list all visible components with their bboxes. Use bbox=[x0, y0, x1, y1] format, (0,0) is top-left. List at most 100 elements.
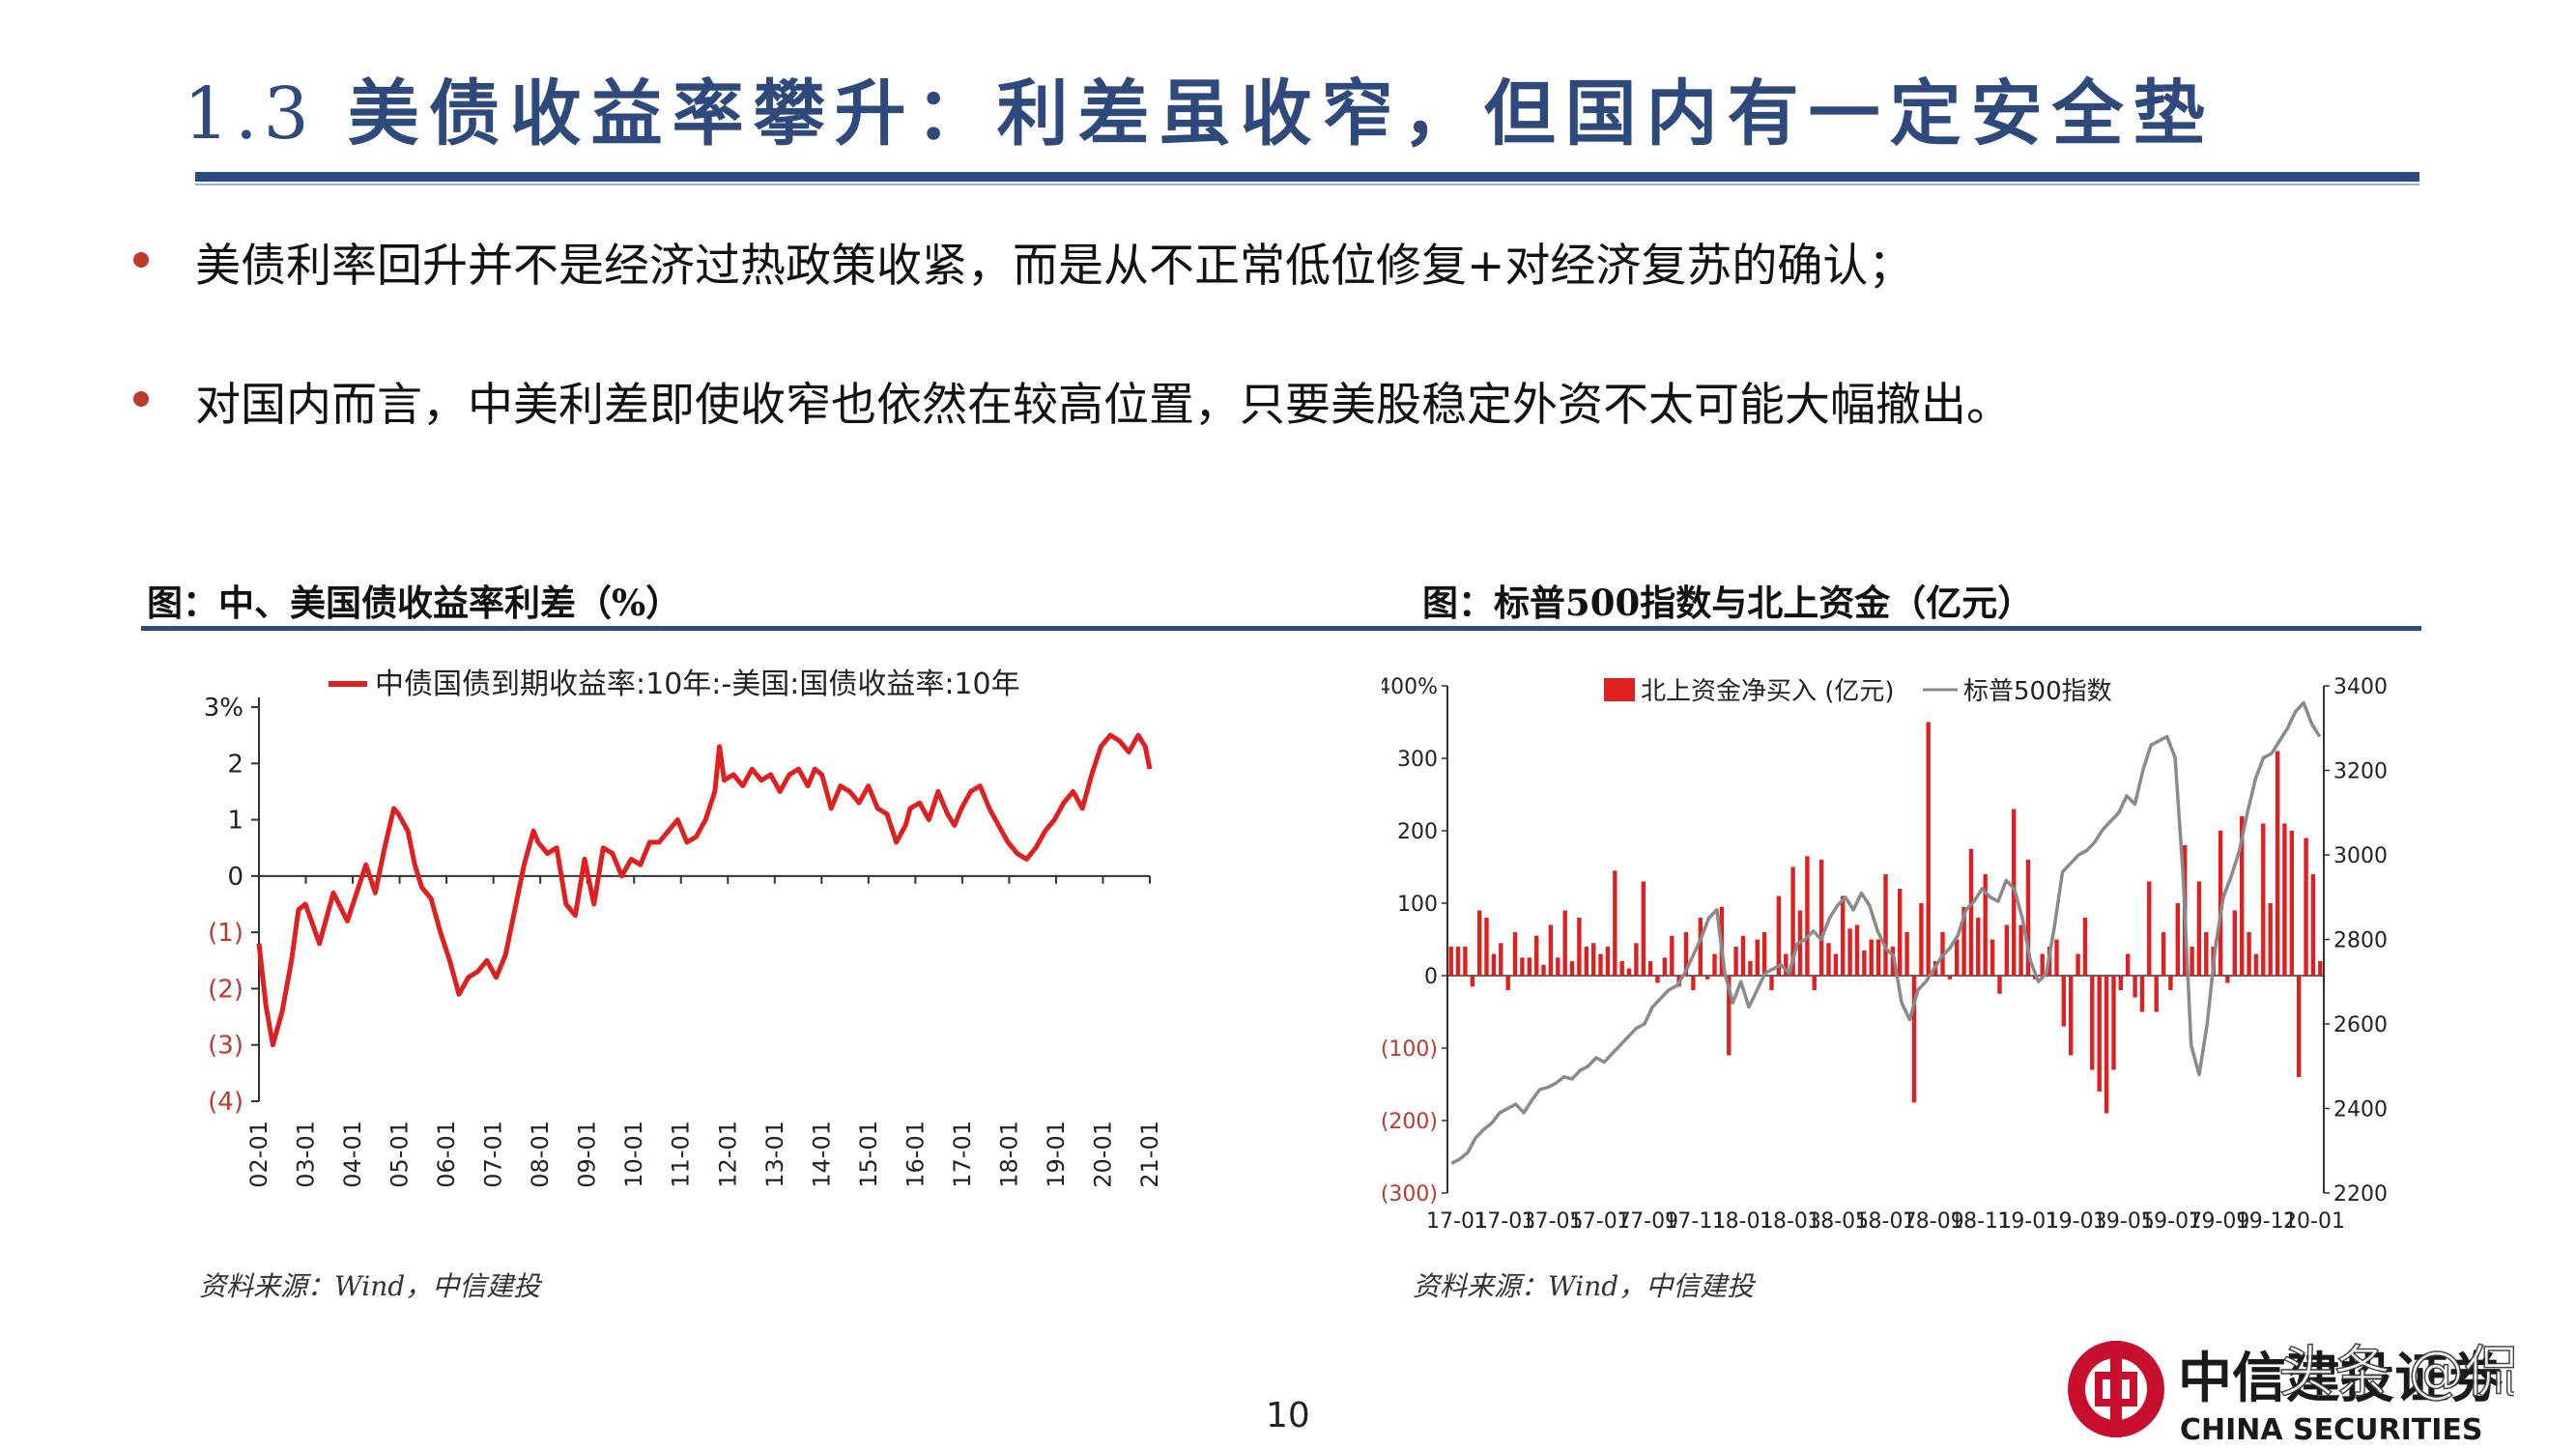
northbound-bar bbox=[1512, 932, 1518, 976]
northbound-bar bbox=[2075, 953, 2080, 976]
x-tick-label: 19-07 bbox=[2140, 1209, 2202, 1234]
northbound-bar bbox=[2253, 953, 2259, 976]
northbound-bar bbox=[1769, 976, 1774, 990]
x-tick-label: 19-01 bbox=[1997, 1209, 2059, 1234]
x-tick-label: 08-01 bbox=[527, 1121, 554, 1188]
northbound-bar bbox=[1748, 961, 1753, 976]
northbound-bar bbox=[1911, 976, 1917, 1103]
northbound-bar bbox=[1847, 928, 1852, 977]
figure-1-source: 资料来源：Wind，中信建投 bbox=[199, 1270, 541, 1302]
northbound-bar bbox=[1784, 953, 1789, 976]
northbound-bar bbox=[2218, 831, 2223, 976]
northbound-bar bbox=[1577, 918, 1582, 976]
northbound-bar bbox=[2018, 924, 2023, 976]
northbound-bar bbox=[2025, 860, 2031, 976]
legend-label: 中债国债到期收益率:10年:-美国:国债收益率:10年 bbox=[375, 668, 1020, 701]
figure-1-title: 图：中、美国债收益率利差（%） bbox=[147, 582, 682, 624]
y-tick-label: 0 bbox=[227, 863, 243, 892]
y-right-tick-label: 3000 bbox=[2333, 844, 2388, 868]
y-tick-label: 2 bbox=[227, 750, 243, 779]
northbound-bar bbox=[1619, 961, 1624, 976]
northbound-bar bbox=[1477, 910, 1482, 976]
northbound-bar bbox=[2054, 939, 2059, 976]
northbound-bar bbox=[2261, 823, 2266, 976]
northbound-bar bbox=[1790, 867, 1795, 976]
northbound-bar bbox=[2268, 903, 2273, 976]
northbound-bar bbox=[1562, 910, 1567, 976]
northbound-bar bbox=[1591, 943, 1596, 977]
northbound-bar bbox=[2161, 932, 2166, 976]
northbound-bar bbox=[1520, 957, 1525, 977]
china-securities-logo: 中信建投证券 CHINA SECURITIES 头条 @侃侃说 bbox=[2068, 1338, 2514, 1447]
northbound-bar bbox=[2154, 976, 2159, 1012]
northbound-bar bbox=[1527, 957, 1531, 977]
northbound-bar bbox=[1505, 976, 1510, 990]
northbound-bar bbox=[2225, 976, 2230, 983]
northbound-bar bbox=[1691, 976, 1696, 990]
x-tick-label: 19-01 bbox=[1043, 1121, 1070, 1188]
y-tick-label: (2) bbox=[208, 975, 243, 1004]
spread-line-chart: 3% 2 1 0 (1) (2) (3) (4)02-01 03-01 04-01 05-01 06-… bbox=[204, 668, 1163, 1188]
figure-divider bbox=[141, 626, 2421, 631]
title-divider bbox=[195, 172, 2419, 182]
x-tick-label: 13-01 bbox=[761, 1121, 788, 1188]
northbound-bar bbox=[1626, 968, 1632, 976]
logo-cn-text: 中信建投证券 bbox=[2178, 1348, 2504, 1410]
northbound-bar bbox=[2196, 881, 2202, 976]
northbound-bar bbox=[1904, 932, 1909, 976]
northbound-bar bbox=[1862, 950, 1867, 977]
x-tick-label: 06-01 bbox=[433, 1121, 460, 1188]
y-right-tick-label: 2400 bbox=[2333, 1098, 2388, 1122]
northbound-bar bbox=[1727, 976, 1732, 1056]
y-tick-label: (1) bbox=[208, 919, 243, 948]
x-tick-label: 19-05 bbox=[2093, 1209, 2155, 1234]
northbound-bar bbox=[2168, 976, 2173, 990]
northbound-bar bbox=[2175, 903, 2180, 976]
northbound-bar bbox=[1755, 939, 1760, 976]
northbound-bar bbox=[1556, 957, 1560, 977]
northbound-bar bbox=[1740, 935, 1746, 977]
legend-bar-label: 北上资金净买入 (亿元) bbox=[1641, 677, 1895, 706]
northbound-bar bbox=[1812, 976, 1817, 990]
northbound-bar bbox=[1634, 943, 1639, 977]
x-tick-label: 11-01 bbox=[668, 1121, 695, 1188]
y-left-tick-label: (200) bbox=[1382, 1110, 1438, 1134]
northbound-bar bbox=[1947, 976, 1953, 980]
x-tick-label: 12-01 bbox=[714, 1121, 741, 1188]
northbound-bar bbox=[2232, 910, 2237, 976]
y-left-tick-label: 100 bbox=[1397, 893, 1438, 917]
y-left-tick-label: 200 bbox=[1397, 820, 1438, 844]
x-tick-label: 18-01 bbox=[995, 1121, 1022, 1188]
northbound-bar bbox=[1961, 906, 1966, 977]
y-right-tick-label: 2200 bbox=[2333, 1182, 2388, 1207]
northbound-bar bbox=[2004, 924, 2009, 976]
northbound-bar bbox=[1989, 939, 1995, 976]
northbound-bar bbox=[1598, 953, 1603, 976]
x-tick-label: 07-01 bbox=[480, 1121, 507, 1188]
spread-series-line bbox=[256, 732, 1153, 1048]
northbound-bar bbox=[1484, 918, 1489, 976]
northbound-bar bbox=[1997, 976, 2002, 994]
northbound-bar bbox=[1919, 903, 1924, 976]
northbound-bar bbox=[2126, 953, 2131, 976]
northbound-bar bbox=[2069, 976, 2074, 1056]
northbound-bar bbox=[1883, 874, 1888, 976]
x-tick-label: 20-01 bbox=[1089, 1121, 1116, 1188]
x-tick-label: 17-03 bbox=[1474, 1209, 1535, 1234]
northbound-bar bbox=[1976, 918, 1981, 976]
northbound-bar bbox=[1541, 964, 1546, 977]
northbound-bar bbox=[1926, 722, 1931, 976]
x-tick-label: 17-09 bbox=[1617, 1209, 1678, 1234]
northbound-bar bbox=[2040, 953, 2045, 976]
northbound-bar bbox=[1805, 856, 1810, 977]
slide-title-text: 美债收益率攀升：利差虽收窄，但国内有一定安全垫 bbox=[347, 72, 2215, 156]
northbound-bar bbox=[1569, 961, 1575, 976]
northbound-bar bbox=[2310, 874, 2316, 976]
northbound-bar bbox=[1683, 932, 1689, 976]
x-tick-label: 17-05 bbox=[1522, 1209, 1584, 1234]
x-tick-label: 18-07 bbox=[1855, 1209, 1917, 1234]
y-right-tick-label: 2600 bbox=[2333, 1013, 2388, 1037]
northbound-bar bbox=[1854, 924, 1860, 976]
section-number: 1.3 bbox=[184, 72, 315, 156]
x-tick-label: 21-01 bbox=[1136, 1121, 1163, 1188]
